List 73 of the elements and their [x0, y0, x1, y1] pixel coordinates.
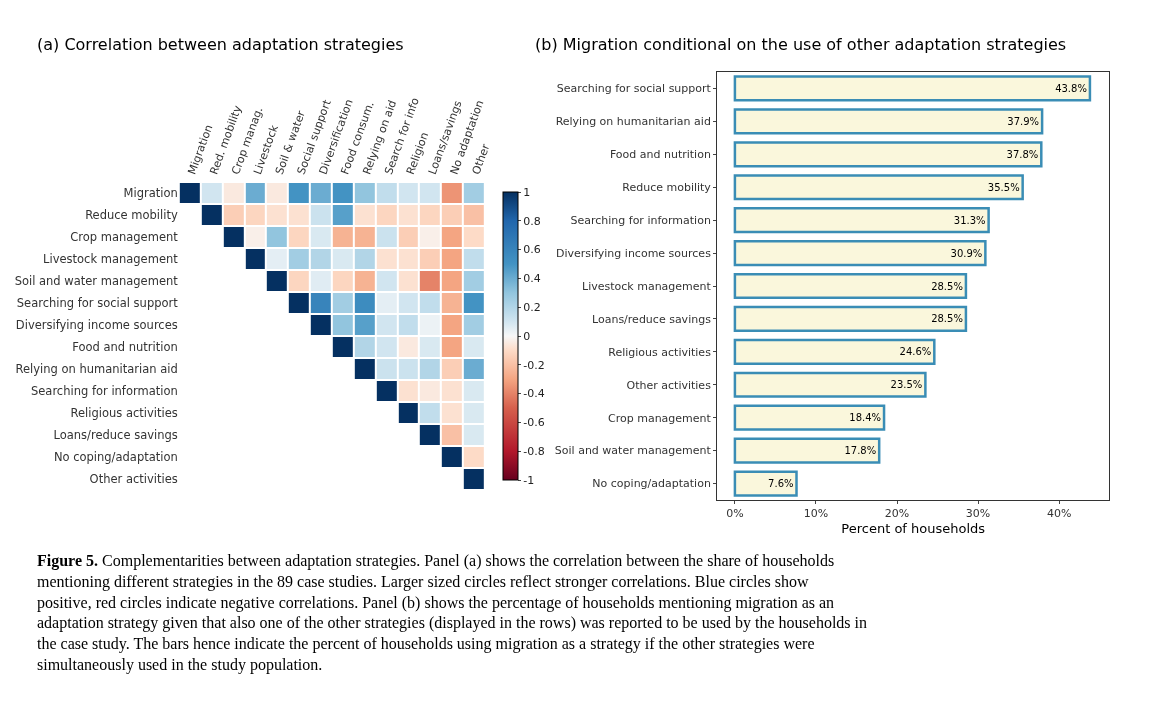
x-tick-label: 20%	[884, 507, 910, 521]
y-tick-label: Reduce mobility	[622, 181, 712, 195]
color-bar-label: 0.2	[523, 301, 541, 315]
color-bar-label: -1	[523, 473, 535, 487]
y-tick-label: Crop management	[70, 230, 179, 245]
x-tick-label: 40%	[1046, 507, 1072, 521]
bar	[733, 305, 968, 333]
bar	[733, 404, 886, 431]
color-bar-label: 0.6	[523, 243, 541, 257]
y-tick-label: Other activities	[89, 472, 178, 487]
data-label: 17.8%	[844, 445, 877, 457]
y-tick-label: Livestock management	[43, 252, 179, 267]
y-tick-label: Soil and water management	[554, 444, 712, 458]
data-label: 28.5%	[931, 313, 963, 325]
bar	[733, 338, 936, 365]
bar	[733, 437, 881, 464]
chart-title: (b) Migration conditional on the use of other adaptation strategies	[535, 35, 1067, 54]
y-tick-label: Searching for social support	[556, 82, 712, 96]
color-bar-label: 0	[523, 329, 531, 343]
data-label: 24.6%	[899, 346, 932, 358]
data-label: 30.9%	[950, 247, 983, 259]
y-tick-label: Diversifying income sources	[15, 318, 178, 333]
y-tick-label: Food and nutrition	[72, 340, 178, 355]
y-tick-label: Religious activities	[608, 345, 712, 359]
color-bar-label: -0.2	[523, 358, 545, 372]
y-tick-label: Searching for information	[570, 214, 711, 227]
caption: Figure 5. Complementarities between adaptation strategies. Panel (a) shows the correlation between the share of households mentioning different strategies in the 89 case studies. Larger sized circles reflect stronger correlations. Blue circles show positive, red circles indicate negative correlations. Panel (b) shows the percentage of households mentioning migration as an adaptation strategy given that also one of the other strategies (displayed in the rows) was reported to be used by the households in the case study. The bars hence indicate the percent of households using migration as a strategy if the other strategies were simultaneously used in the study population.	[37, 552, 868, 674]
data-label: 18.4%	[849, 412, 882, 424]
y-tick-label: Religious activities	[70, 406, 178, 421]
color-bar-label: -0.8	[523, 445, 545, 459]
bar	[733, 239, 987, 267]
y-tick-label: Relying on humanitarian aid	[555, 115, 711, 129]
x-tick-label: 10%	[803, 507, 829, 521]
data-label: 28.5%	[931, 280, 963, 292]
bar	[733, 108, 1044, 135]
data-label: 35.5%	[987, 181, 1020, 193]
y-tick-label: Crop management	[608, 411, 712, 425]
y-tick-label: Searching for information	[30, 384, 178, 399]
x-tick-label: 30%	[965, 507, 991, 521]
y-tick-label: Reduce mobility	[85, 208, 178, 223]
x-tick-label: 0%	[726, 507, 744, 521]
y-tick-label: Diversifying income sources	[556, 246, 712, 260]
y-tick-label: Loans/reduce savings	[53, 428, 178, 443]
y-tick-label: Soil and water management	[14, 274, 179, 289]
data-label: 31.3%	[953, 214, 986, 226]
color-bar-label: 1	[523, 185, 531, 199]
color-bar-label: -0.4	[523, 387, 545, 401]
color-bar-label: -0.6	[523, 416, 545, 430]
x-axis-title: Percent of households	[841, 520, 986, 536]
data-label: 37.8%	[1006, 148, 1039, 160]
bar	[733, 174, 1024, 201]
y-tick-label: No coping/adaptation	[592, 477, 711, 491]
color-bar-label: 0.4	[523, 272, 541, 286]
y-tick-label: Other activities	[626, 378, 712, 392]
chart-title: (a) Correlation between adaptation strategies	[37, 35, 404, 54]
y-tick-label: Food and nutrition	[609, 148, 711, 162]
bar	[733, 272, 968, 300]
y-tick-label: Searching for social support	[16, 296, 179, 311]
y-tick-label: Relying on humanitarian aid	[15, 362, 178, 377]
bar	[733, 141, 1043, 168]
data-label: 23.5%	[890, 379, 923, 391]
data-label: 37.9%	[1007, 115, 1040, 127]
bar	[733, 75, 1092, 102]
data-label: 7.6%	[768, 478, 794, 490]
bar	[733, 470, 798, 497]
bar	[733, 371, 927, 398]
y-tick-label: No coping/adaptation	[53, 450, 178, 465]
color-bar-label: 0.8	[523, 214, 541, 228]
y-tick-label: Livestock management	[582, 279, 712, 293]
data-label: 43.8%	[1055, 82, 1087, 94]
y-tick-label: Migration	[123, 186, 178, 201]
y-tick-label: Loans/reduce savings	[592, 312, 712, 326]
bar	[733, 207, 990, 234]
